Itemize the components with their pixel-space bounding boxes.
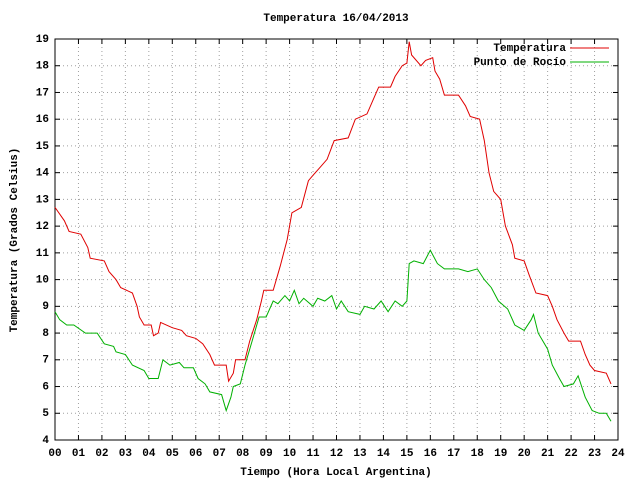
x-tick-label: 21 xyxy=(541,448,555,460)
x-tick-label: 02 xyxy=(95,448,108,460)
x-tick-label: 15 xyxy=(400,448,414,460)
x-tick-label: 22 xyxy=(564,448,577,460)
y-tick-label: 19 xyxy=(36,34,49,46)
x-tick-label: 10 xyxy=(283,448,296,460)
x-tick-label: 08 xyxy=(236,448,250,460)
x-tick-label: 00 xyxy=(48,448,61,460)
x-tick-label: 16 xyxy=(424,448,437,460)
x-tick-label: 01 xyxy=(72,448,86,460)
x-tick-label: 23 xyxy=(588,448,602,460)
x-tick-label: 06 xyxy=(189,448,202,460)
y-tick-label: 6 xyxy=(42,381,49,393)
y-tick-label: 17 xyxy=(36,87,49,99)
x-tick-label: 12 xyxy=(330,448,343,460)
x-tick-label: 04 xyxy=(142,448,156,460)
y-tick-label: 13 xyxy=(36,194,50,206)
legend-label: Punto de Rocío xyxy=(474,57,567,69)
x-tick-label: 18 xyxy=(471,448,485,460)
y-tick-label: 4 xyxy=(42,435,49,447)
y-tick-label: 16 xyxy=(36,114,49,126)
y-tick-label: 11 xyxy=(36,248,50,260)
x-tick-label: 11 xyxy=(306,448,320,460)
y-tick-label: 18 xyxy=(36,61,50,73)
chart-title: Temperatura 16/04/2013 xyxy=(263,13,409,25)
x-axis-label: Tiempo (Hora Local Argentina) xyxy=(240,467,431,479)
y-tick-label: 10 xyxy=(36,275,49,287)
plot-frame xyxy=(54,38,619,441)
y-tick-label: 8 xyxy=(42,328,49,340)
series-line xyxy=(54,41,612,385)
x-tick-label: 09 xyxy=(260,448,273,460)
legend-label: Temperatura xyxy=(493,43,566,55)
x-tick-label: 19 xyxy=(494,448,507,460)
x-tick-label: 05 xyxy=(166,448,180,460)
x-tick-label: 03 xyxy=(119,448,133,460)
y-tick-label: 9 xyxy=(42,301,49,313)
y-tick-label: 14 xyxy=(36,168,50,180)
series-line xyxy=(54,249,612,422)
x-tick-label: 24 xyxy=(611,448,625,460)
x-tick-label: 20 xyxy=(518,448,531,460)
x-tick-label: 13 xyxy=(353,448,367,460)
y-tick-label: 12 xyxy=(36,221,49,233)
y-axis-label: Temperatura (Grados Celsius) xyxy=(9,148,21,333)
x-tick-label: 07 xyxy=(213,448,226,460)
x-tick-label: 14 xyxy=(377,448,391,460)
y-tick-label: 15 xyxy=(36,141,50,153)
y-tick-label: 5 xyxy=(42,408,49,420)
y-tick-label: 7 xyxy=(42,355,49,367)
x-tick-label: 17 xyxy=(447,448,460,460)
